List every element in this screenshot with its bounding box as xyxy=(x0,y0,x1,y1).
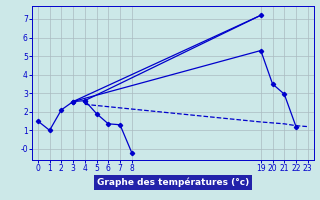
X-axis label: Graphe des températures (°c): Graphe des températures (°c) xyxy=(97,177,249,187)
